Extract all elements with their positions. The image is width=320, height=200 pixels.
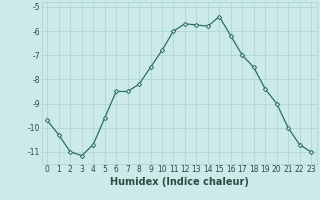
X-axis label: Humidex (Indice chaleur): Humidex (Indice chaleur) bbox=[110, 177, 249, 187]
